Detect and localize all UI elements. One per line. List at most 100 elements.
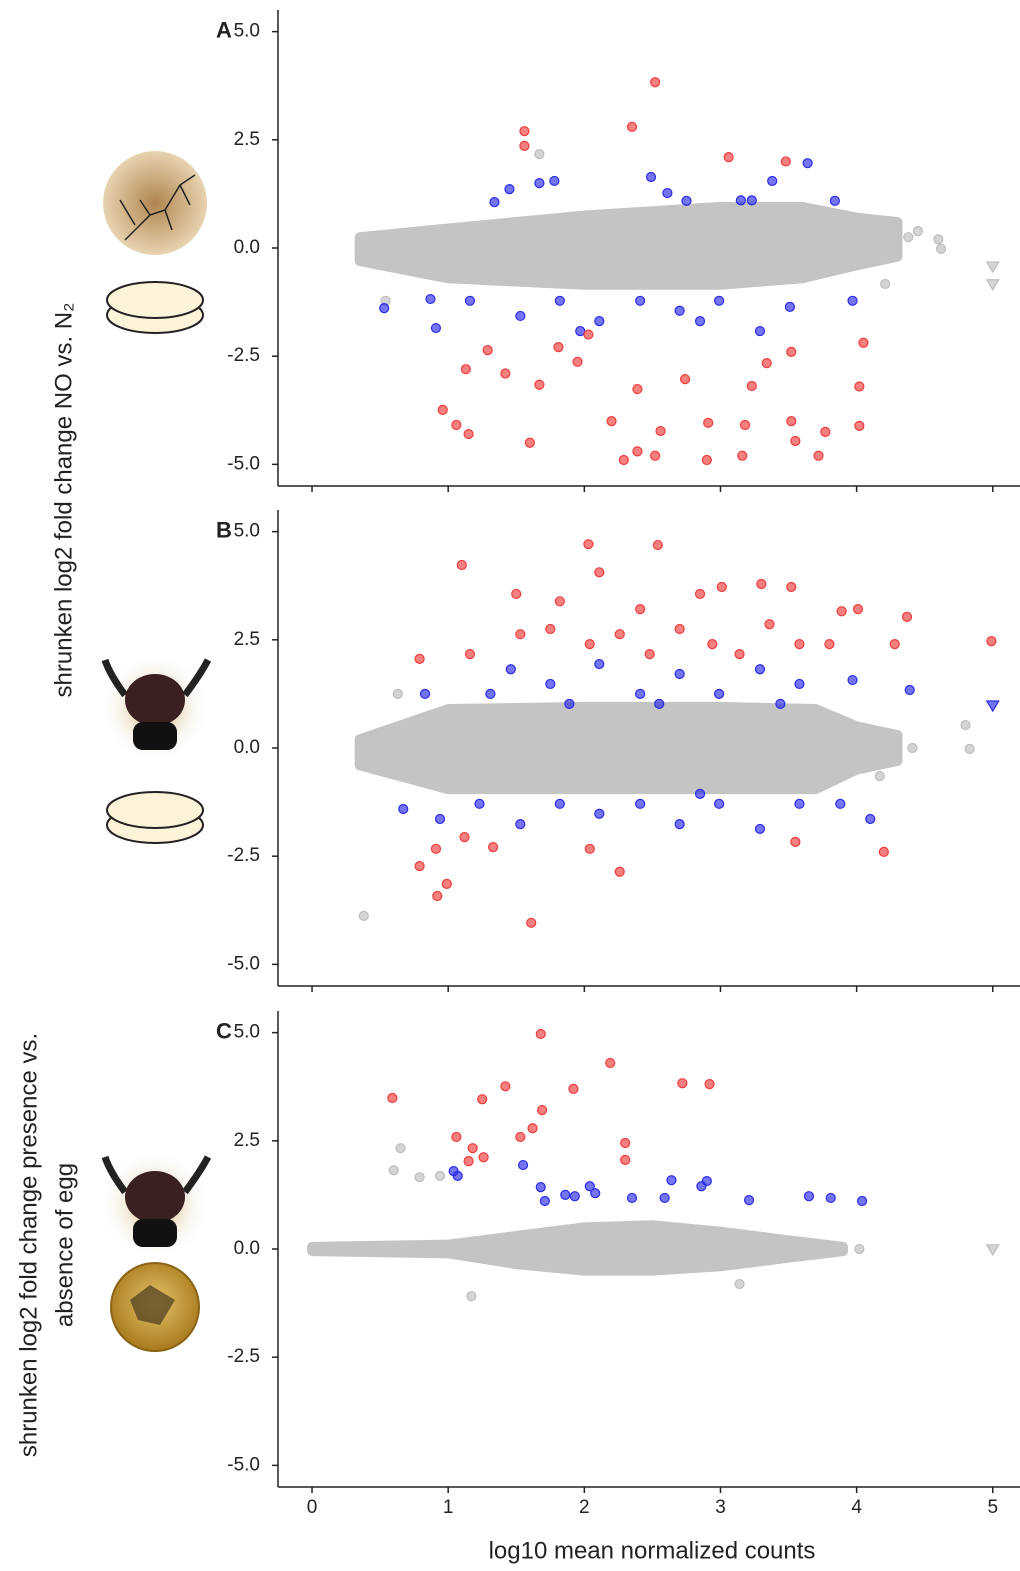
point (583, 329, 594, 340)
point (854, 420, 865, 431)
point (790, 836, 801, 848)
point (662, 187, 673, 199)
x-tick-label: 5 (987, 1497, 998, 1518)
x-axis-label: log10 mean normalized counts (489, 1537, 816, 1564)
point (549, 175, 560, 187)
point (537, 1104, 548, 1116)
point (618, 454, 629, 466)
point (723, 152, 734, 163)
panel-label: A (216, 17, 232, 42)
point (933, 234, 944, 245)
panel-label: C (216, 1018, 232, 1043)
point (904, 684, 915, 696)
point (714, 798, 725, 809)
point (554, 596, 565, 607)
point (632, 383, 643, 395)
point (620, 1154, 631, 1165)
icon-dish (106, 791, 204, 844)
point (434, 1170, 446, 1181)
point (734, 1278, 745, 1290)
x-tick-label: 4 (851, 1497, 862, 1518)
point-cloud (354, 201, 903, 290)
point (786, 415, 797, 427)
point (474, 798, 485, 809)
y-axis-label: shrunken log2 fold change presence vs. (15, 1033, 42, 1457)
point (387, 1092, 398, 1104)
point (488, 841, 499, 853)
point (803, 1191, 815, 1202)
point (534, 379, 545, 390)
point (737, 450, 748, 461)
point (626, 121, 638, 132)
point (554, 295, 565, 306)
y-tick-label: -5.0 (227, 1454, 260, 1475)
point (379, 303, 390, 314)
icon-ant (100, 653, 212, 763)
point (852, 603, 864, 615)
point (865, 813, 876, 825)
point (614, 629, 625, 640)
y-tick-label: 0.0 (234, 237, 260, 258)
point (430, 843, 442, 854)
point (594, 567, 605, 578)
point (716, 581, 727, 593)
point (790, 435, 801, 447)
point (414, 653, 425, 664)
point (986, 636, 997, 647)
panel-label: B (216, 517, 232, 542)
point (650, 450, 661, 461)
point (437, 404, 448, 415)
point (889, 639, 900, 650)
point (545, 623, 556, 635)
point (820, 426, 831, 438)
point (985, 279, 1000, 291)
point (605, 1057, 616, 1069)
point (694, 588, 706, 600)
point (674, 305, 685, 316)
point (464, 648, 476, 660)
point (694, 788, 706, 799)
point (775, 698, 786, 709)
point (614, 866, 625, 877)
point (463, 1156, 474, 1167)
icon-fungus (103, 151, 207, 255)
point (572, 356, 583, 367)
x-tick-label: 0 (307, 1497, 318, 1518)
point (524, 437, 535, 448)
point (743, 1195, 755, 1206)
y-tick-label: 5.0 (234, 521, 260, 542)
point (707, 639, 718, 650)
point (545, 678, 556, 690)
point (761, 358, 772, 369)
point (535, 1028, 546, 1040)
point (414, 861, 425, 872)
point (430, 322, 442, 334)
point (679, 374, 691, 385)
x-tick-label: 3 (715, 1497, 726, 1518)
point (784, 301, 796, 312)
point (794, 639, 805, 650)
point (459, 832, 470, 843)
point (655, 425, 666, 437)
y-tick-label: -2.5 (227, 345, 260, 366)
point (935, 243, 947, 254)
point (813, 450, 824, 461)
y-tick-label: 2.5 (234, 129, 260, 150)
point-cloud (354, 701, 903, 795)
point (485, 688, 496, 700)
point (694, 316, 706, 327)
point (534, 177, 545, 189)
point (746, 195, 757, 206)
point (519, 140, 530, 151)
point (835, 798, 846, 809)
point (703, 417, 714, 428)
point (500, 1081, 511, 1092)
point (539, 1195, 550, 1207)
point (856, 1195, 868, 1207)
point (434, 813, 446, 825)
point (786, 581, 797, 593)
point (460, 364, 471, 375)
point (960, 719, 971, 731)
point (674, 623, 685, 635)
point (517, 1159, 529, 1171)
